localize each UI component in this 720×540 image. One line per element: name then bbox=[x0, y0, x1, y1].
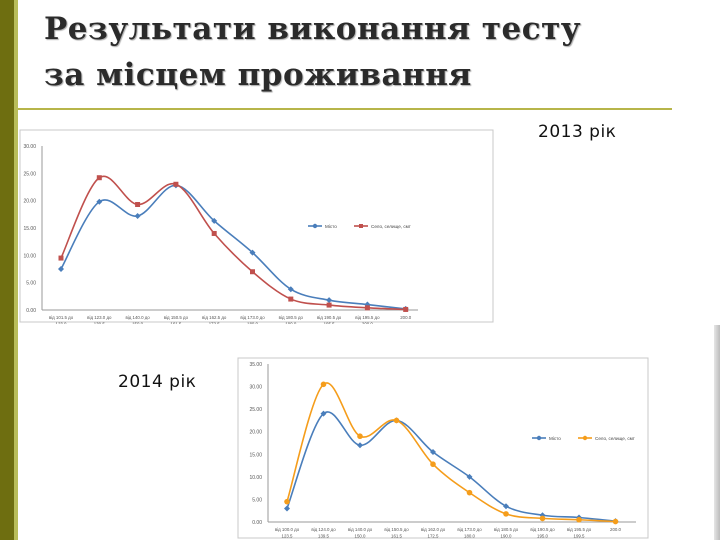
y-tick-label: 15.00 bbox=[249, 452, 262, 458]
series-2-point bbox=[96, 175, 102, 181]
chart-2013: 0.00 5.00 10.00 15.00 20.00 25.00 30.00 від 101… bbox=[18, 128, 495, 324]
series-2-point bbox=[284, 498, 290, 505]
x-tick-label: від 150.5 до 161.5 bbox=[164, 315, 189, 324]
series-2-point bbox=[403, 306, 409, 312]
series-line-1 bbox=[60, 184, 406, 310]
y-tick-label: 0.00 bbox=[26, 308, 36, 314]
x-tick-label: 200.0 bbox=[610, 527, 622, 532]
x-tick-label: від 173.0 до 180.0 bbox=[457, 527, 482, 538]
series-2-point bbox=[211, 230, 217, 236]
series-1-point bbox=[357, 442, 363, 449]
x-tick-label: від 162.5 до 172.5 bbox=[202, 315, 227, 324]
series-2-point bbox=[503, 511, 509, 517]
chart-2013-year-label: 2013 рік bbox=[538, 122, 617, 142]
series-2-point bbox=[466, 489, 473, 496]
legend-label-1: Місто bbox=[325, 224, 337, 229]
series-2-point bbox=[357, 433, 363, 440]
series-1-point bbox=[326, 297, 333, 304]
series-2-point bbox=[612, 518, 619, 525]
series-1-point bbox=[134, 212, 141, 219]
x-tick-label: від 195.5 до 200.0 bbox=[355, 315, 380, 324]
slide-title-line-2: за місцем проживання bbox=[44, 57, 472, 93]
plot-area bbox=[19, 129, 494, 323]
series-2-point bbox=[326, 302, 332, 308]
y-tick-label: 0.00 bbox=[252, 520, 262, 526]
series-1-point bbox=[430, 449, 436, 456]
x-tick-label: від 140.0 до 150.0 bbox=[348, 527, 373, 538]
legend-label-1: Місто bbox=[549, 436, 561, 441]
chart-2014: 0.00 5.00 10.00 15.00 20.00 25.00 30.00 35.00 ві… bbox=[236, 356, 650, 540]
x-tick-label: 200.0 bbox=[400, 315, 412, 320]
series-1-point bbox=[287, 286, 294, 293]
y-tick-label: 30.00 bbox=[249, 385, 262, 391]
plot-area bbox=[237, 357, 649, 539]
series-1-point bbox=[211, 217, 218, 224]
side-accent-bar bbox=[0, 0, 14, 540]
slide-title-line-1: Результати виконання тесту bbox=[44, 11, 582, 47]
y-tick-label: 5.00 bbox=[252, 497, 262, 503]
series-1-point bbox=[96, 198, 103, 205]
y-tick-label: 30.00 bbox=[23, 144, 36, 150]
series-1-point bbox=[503, 503, 509, 510]
y-tick-label: 20.00 bbox=[249, 430, 262, 436]
x-tick-label: від 123.0 до 139.5 bbox=[87, 315, 112, 324]
x-tick-label: від 100.0 до 123.5 bbox=[275, 527, 300, 538]
y-tick-label: 10.00 bbox=[23, 253, 36, 259]
side-accent-stripe bbox=[14, 0, 18, 540]
chart-2014-year-label: 2014 рік bbox=[118, 372, 197, 392]
series-2-point bbox=[173, 181, 179, 187]
series-2-point bbox=[250, 269, 255, 275]
y-tick-label: 10.00 bbox=[249, 475, 262, 481]
series-1-point bbox=[249, 249, 256, 256]
y-tick-label: 15.00 bbox=[23, 226, 36, 232]
slide-title: Результати виконання тесту за місцем про… bbox=[44, 6, 581, 98]
y-tick-label: 25.00 bbox=[23, 171, 36, 177]
y-tick-label: 5.00 bbox=[26, 281, 36, 287]
series-2-point bbox=[576, 516, 582, 523]
legend-marker-2 bbox=[582, 435, 588, 441]
series-2-point bbox=[364, 305, 370, 311]
y-tick-label: 35.00 bbox=[249, 362, 262, 368]
series-2-point bbox=[430, 461, 436, 468]
y-tick-label: 25.00 bbox=[249, 407, 262, 413]
x-tick-label: від 190.5 до 195.5 bbox=[317, 315, 342, 324]
series-2-point bbox=[320, 381, 327, 388]
legend-label-2: Село, селище, смт bbox=[595, 436, 636, 441]
x-tick-label: від 140.0 до 150.0 bbox=[125, 315, 150, 324]
legend-label-2: Село, селище, смт bbox=[371, 224, 412, 229]
x-tick-label: від 180.5 до 190.0 bbox=[494, 527, 519, 538]
series-1-point bbox=[284, 505, 290, 512]
series-1-point bbox=[58, 266, 64, 272]
y-tick-label: 20.00 bbox=[23, 199, 36, 205]
series-line-2 bbox=[286, 382, 616, 523]
series-2-point bbox=[539, 515, 546, 522]
series-1-point bbox=[466, 473, 473, 480]
x-tick-label: від 195.5 до 199.5 bbox=[567, 527, 592, 538]
slide-edge-shadow bbox=[714, 325, 720, 540]
series-2-point bbox=[393, 417, 400, 424]
series-2-point bbox=[288, 296, 294, 302]
x-tick-label: від 124.0 до 139.5 bbox=[311, 527, 336, 538]
x-tick-label: від 173.0 до 180.0 bbox=[240, 315, 265, 324]
series-2-point bbox=[58, 255, 64, 261]
x-tick-label: від 190.5 до 195.0 bbox=[530, 527, 555, 538]
x-tick-label: від 162.0 до 172.5 bbox=[421, 527, 446, 538]
series-line-2 bbox=[60, 175, 406, 311]
legend-marker-2 bbox=[359, 224, 363, 228]
x-tick-label: від 180.5 до 190.0 bbox=[279, 315, 304, 324]
series-2-point bbox=[135, 201, 141, 207]
series-1-point bbox=[320, 410, 327, 417]
legend-marker-1 bbox=[536, 435, 542, 441]
x-tick-label: від 101.5 до 123.0 bbox=[49, 315, 74, 324]
legend-marker-1 bbox=[312, 223, 318, 229]
title-underline bbox=[18, 108, 672, 110]
series-line-1 bbox=[286, 411, 616, 522]
x-tick-label: від 150.5 до 161.5 bbox=[384, 527, 409, 538]
